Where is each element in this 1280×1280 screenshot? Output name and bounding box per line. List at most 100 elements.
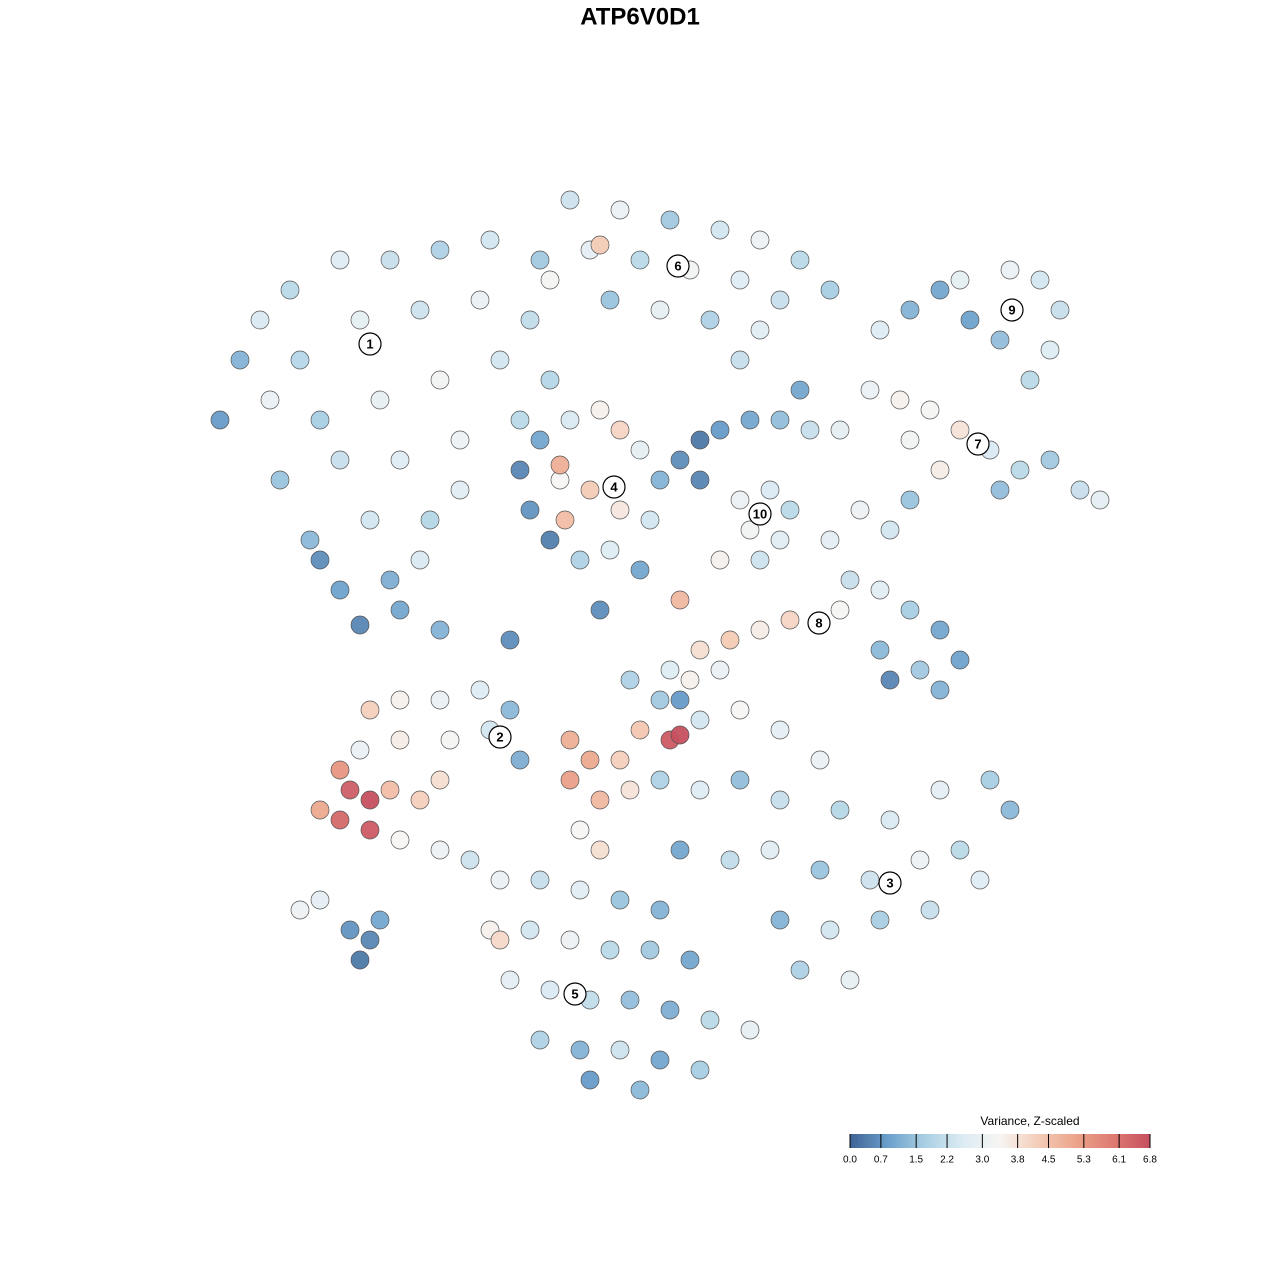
cluster-labels: 1 6 9 7 4 10 8 2 3 5 [358,254,1024,1006]
cluster-label-bg [1000,298,1024,322]
cluster-label: 5 [571,986,578,1001]
point [580,480,600,500]
point [630,560,650,580]
point [250,310,270,330]
point [620,990,640,1010]
point [555,510,575,530]
point [330,760,350,780]
point [350,950,370,970]
point [690,1060,710,1080]
cluster-label-bg [878,871,902,895]
point [540,980,560,1000]
point [310,410,330,430]
point [470,680,490,700]
colorbar-tick-label: 0.7 [874,1155,888,1166]
point [720,630,740,650]
point [340,780,360,800]
point [740,520,760,540]
point [780,610,800,630]
point [700,310,720,330]
point [770,790,790,810]
point [570,880,590,900]
point [730,350,750,370]
point [760,840,780,860]
point [730,770,750,790]
point [730,700,750,720]
point [730,270,750,290]
point [650,470,670,490]
point [760,480,780,500]
point [210,410,230,430]
point [630,720,650,740]
legend: Variance, Z-scaled 0.0 0.7 1.5 2.2 3.0 3.8 4.5… [843,1114,1157,1165]
point [490,870,510,890]
point [700,1010,720,1030]
point [1030,270,1050,290]
colorbar-tick-label: 5.3 [1077,1155,1091,1166]
point [790,250,810,270]
point [930,780,950,800]
colorbar-tick-label: 1.5 [909,1155,923,1166]
point [900,300,920,320]
point [510,460,530,480]
point [620,670,640,690]
point [1020,370,1040,390]
point [300,530,320,550]
point [510,410,530,430]
point [880,520,900,540]
point [800,420,820,440]
point [660,660,680,680]
point [950,840,970,860]
point [610,500,630,520]
point [620,780,640,800]
point [870,320,890,340]
point [590,600,610,620]
point [560,770,580,790]
point [930,620,950,640]
cluster-label: 2 [496,729,503,744]
point [1090,490,1110,510]
point [810,750,830,770]
cluster-label: 10 [753,506,767,521]
colorbar-tick-label: 4.5 [1042,1155,1056,1166]
cluster-label-bg [666,254,690,278]
point [790,380,810,400]
point [450,430,470,450]
point [610,1040,630,1060]
point [430,240,450,260]
point [600,540,620,560]
point [510,750,530,770]
point [350,615,370,635]
point [860,870,880,890]
point [650,690,670,710]
point [690,470,710,490]
point [520,310,540,330]
point [640,510,660,530]
point [1050,300,1070,320]
colorbar-tick-label: 6.8 [1143,1155,1157,1166]
point [360,820,380,840]
cluster-label-bg [748,502,772,526]
point [430,620,450,640]
point [470,290,490,310]
point [880,670,900,690]
point [440,730,460,750]
point [900,430,920,450]
point [950,420,970,440]
cluster-label-bg [807,611,831,635]
point [360,930,380,950]
point [500,630,520,650]
point [330,810,350,830]
point [590,840,610,860]
point [550,455,570,475]
point [840,970,860,990]
point [750,320,770,340]
cluster-label-bg [602,475,626,499]
point [930,460,950,480]
point [410,790,430,810]
point [670,840,690,860]
point [480,230,500,250]
point [690,640,710,660]
point [830,420,850,440]
point [990,480,1010,500]
